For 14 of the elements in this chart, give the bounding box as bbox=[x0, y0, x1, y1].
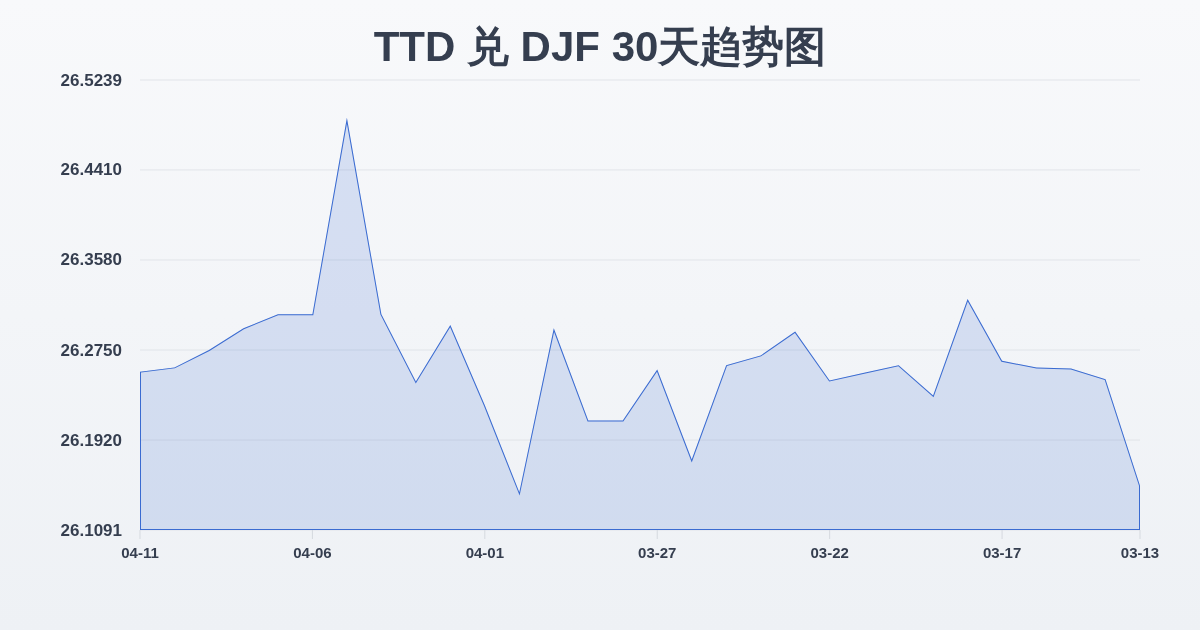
y-tick-label: 26.1091 bbox=[60, 520, 122, 540]
y-tick-label: 26.5239 bbox=[60, 70, 122, 90]
y-tick-label: 26.4410 bbox=[60, 160, 122, 180]
x-tick-label: 03-22 bbox=[810, 543, 849, 561]
y-tick-label: 26.1920 bbox=[60, 430, 122, 450]
x-tick-label: 04-11 bbox=[121, 543, 159, 561]
title: TTD 兑 DJF 30天趋势图 bbox=[373, 23, 827, 70]
x-tick-label: 04-01 bbox=[465, 543, 504, 561]
x-tick-label: 03-17 bbox=[982, 543, 1022, 561]
y-tick-label: 26.3580 bbox=[60, 250, 122, 270]
x-tick-label: 03-13 bbox=[1120, 543, 1160, 561]
x-tick-label: 04-06 bbox=[293, 543, 332, 561]
x-tick-label: 03-27 bbox=[638, 543, 677, 561]
y-tick-label: 26.2750 bbox=[60, 340, 122, 360]
